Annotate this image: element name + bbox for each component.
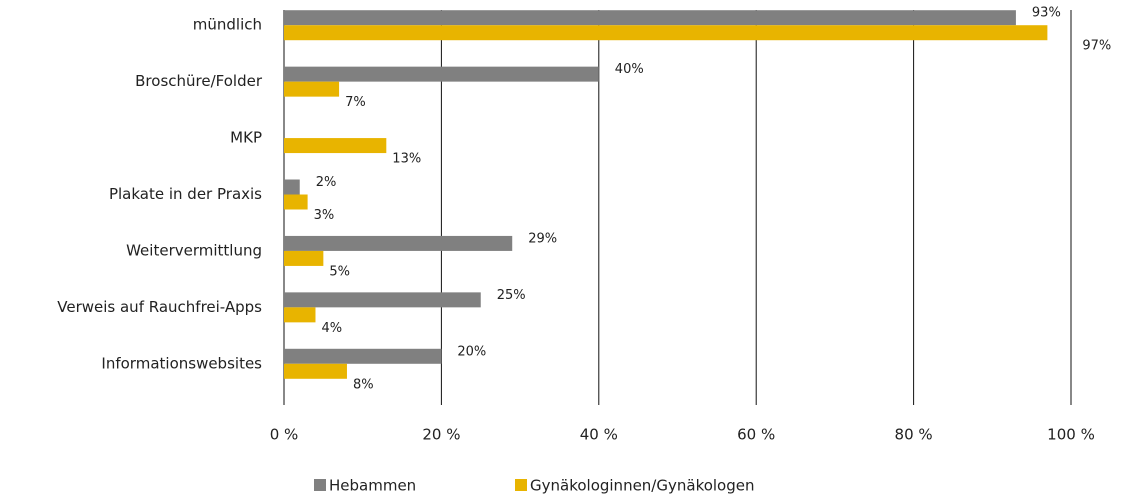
value-label: 40% xyxy=(615,62,644,77)
value-label: 7% xyxy=(345,95,366,110)
bar xyxy=(284,194,308,210)
value-label: 2% xyxy=(316,175,337,190)
value-label: 5% xyxy=(329,264,350,279)
x-tick-label: 80 % xyxy=(895,426,933,444)
bar xyxy=(284,10,1016,26)
value-label: 8% xyxy=(353,377,374,392)
value-label: 97% xyxy=(1082,39,1111,54)
legend-label: Hebammen xyxy=(329,477,416,495)
bar xyxy=(284,348,442,364)
bar xyxy=(284,307,316,323)
bar xyxy=(284,363,347,379)
value-label: 29% xyxy=(528,231,557,246)
y-tick-label: Verweis auf Rauchfrei-Apps xyxy=(57,298,262,316)
y-tick-label: mündlich xyxy=(193,16,262,34)
value-label: 3% xyxy=(314,208,335,223)
bar xyxy=(284,179,300,195)
bar xyxy=(284,292,481,308)
value-label: 25% xyxy=(497,288,526,303)
y-tick-label: MKP xyxy=(230,129,262,147)
bar xyxy=(284,66,599,82)
bar xyxy=(284,235,513,251)
x-tick-label: 0 % xyxy=(270,426,299,444)
legend-swatch xyxy=(515,479,527,491)
bar xyxy=(284,138,387,154)
y-tick-label: Informationswebsites xyxy=(101,354,262,372)
x-tick-label: 20 % xyxy=(422,426,460,444)
y-tick-label: Broschüre/Folder xyxy=(135,72,263,90)
x-tick-label: 100 % xyxy=(1047,426,1095,444)
legend-label: Gynäkologinnen/Gynäkologen xyxy=(530,477,755,495)
bar xyxy=(284,81,340,97)
bar xyxy=(284,250,324,266)
bar xyxy=(284,25,1048,41)
y-tick-label: Plakate in der Praxis xyxy=(109,185,262,203)
value-label: 13% xyxy=(392,152,421,167)
x-tick-label: 40 % xyxy=(580,426,618,444)
legend-swatch xyxy=(314,479,326,491)
value-label: 4% xyxy=(321,321,342,336)
x-tick-label: 60 % xyxy=(737,426,775,444)
value-label: 93% xyxy=(1032,6,1061,21)
value-label: 20% xyxy=(457,344,486,359)
y-tick-label: Weitervermittlung xyxy=(126,241,262,259)
